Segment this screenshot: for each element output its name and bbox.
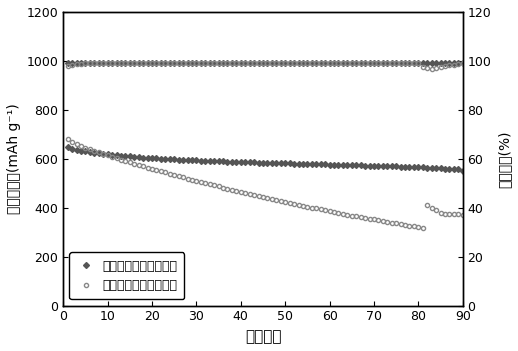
发明硫化聚丙烯腈电池	[459, 168, 466, 173]
普通硫化聚丙烯腈电池	[65, 137, 71, 141]
发明硫化聚丙烯腈电池	[402, 165, 408, 169]
普通硫化聚丙烯腈电池	[402, 223, 408, 227]
发明硫化聚丙烯腈电池	[442, 166, 448, 171]
普通硫化聚丙烯腈电池	[447, 212, 453, 216]
Line: 发明硫化聚丙烯腈电池: 发明硫化聚丙烯腈电池	[66, 145, 465, 173]
发明硫化聚丙烯腈电池	[393, 164, 399, 168]
X-axis label: 循环圈数: 循环圈数	[244, 329, 281, 344]
普通硫化聚丙烯腈电池	[184, 177, 191, 181]
发明硫化聚丙烯腈电池	[118, 153, 124, 158]
Y-axis label: 放电比容量(mAh g⁻¹): 放电比容量(mAh g⁻¹)	[7, 104, 21, 214]
发明硫化聚丙烯腈电池	[340, 163, 346, 167]
发明硫化聚丙烯腈电池	[184, 158, 191, 162]
普通硫化聚丙烯腈电池	[118, 157, 124, 161]
普通硫化聚丙烯腈电池	[459, 213, 466, 217]
Legend: 发明硫化聚丙烯腈电池, 普通硫化聚丙烯腈电池: 发明硫化聚丙烯腈电池, 普通硫化聚丙烯腈电池	[69, 252, 184, 299]
普通硫化聚丙烯腈电池	[420, 226, 426, 230]
Y-axis label: 库伦效率(%): 库伦效率(%)	[497, 130, 511, 187]
Line: 普通硫化聚丙烯腈电池: 普通硫化聚丙烯腈电池	[66, 137, 465, 230]
发明硫化聚丙烯腈电池	[65, 145, 71, 149]
普通硫化聚丙烯腈电池	[393, 221, 399, 225]
普通硫化聚丙烯腈电池	[340, 212, 346, 216]
